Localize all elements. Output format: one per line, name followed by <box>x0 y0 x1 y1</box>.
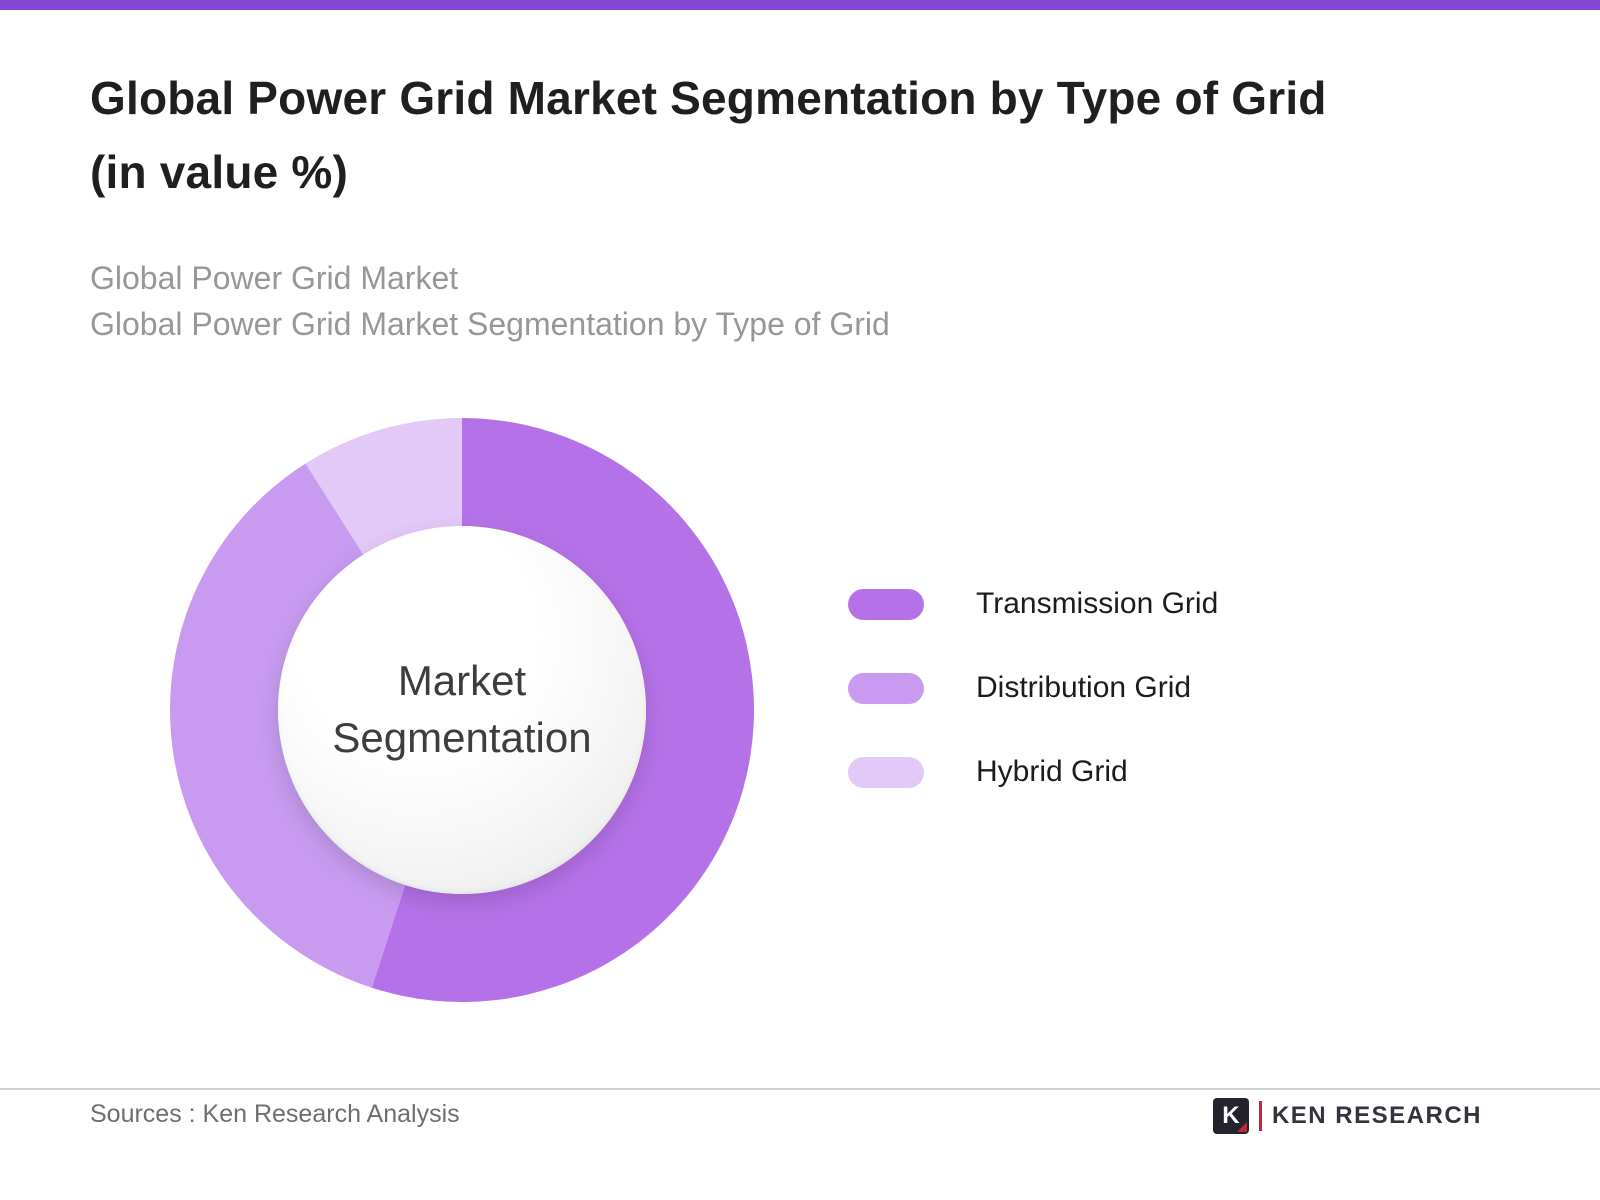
logo-separator <box>1258 1101 1262 1131</box>
chart-legend: Transmission Grid Distribution Grid Hybrid… <box>848 587 1219 840</box>
page-title: Global Power Grid Market Segmentation by… <box>90 72 1327 198</box>
donut-segment-transmission-grid <box>371 418 754 1002</box>
donut-center: Market Segmentation <box>278 526 646 894</box>
legend-swatch <box>848 756 924 788</box>
donut-center-label: Market Segmentation <box>332 657 592 761</box>
donut-segment-hybrid-grid <box>305 418 462 555</box>
donut-chart: Market Segmentation <box>170 418 754 1002</box>
ken-research-logo: K KEN RESEARCH <box>1212 1098 1482 1134</box>
legend-swatch <box>848 672 924 704</box>
donut-segment-distribution-grid <box>170 463 406 988</box>
legend-item-distribution-grid: Distribution Grid <box>848 671 1218 704</box>
top-accent-bar <box>0 0 1600 10</box>
donut-chart-svg <box>170 418 754 1002</box>
page-subtitle: Global Power Grid Market Global Power Gr… <box>90 260 890 343</box>
ken-research-logo-icon: K <box>1212 1098 1249 1134</box>
legend-item-hybrid-grid: Hybrid Grid <box>848 755 1218 788</box>
legend-label: Transmission Grid <box>976 587 1219 620</box>
legend-item-transmission-grid: Transmission Grid <box>848 587 1219 620</box>
ken-research-logo-text: KEN RESEARCH <box>1271 1102 1482 1129</box>
legend-label: Distribution Grid <box>976 671 1192 704</box>
legend-swatch <box>848 588 924 620</box>
sources-text: Sources : Ken Research Analysis <box>90 1100 460 1128</box>
legend-label: Hybrid Grid <box>976 755 1128 788</box>
footer-divider <box>0 1088 1600 1090</box>
